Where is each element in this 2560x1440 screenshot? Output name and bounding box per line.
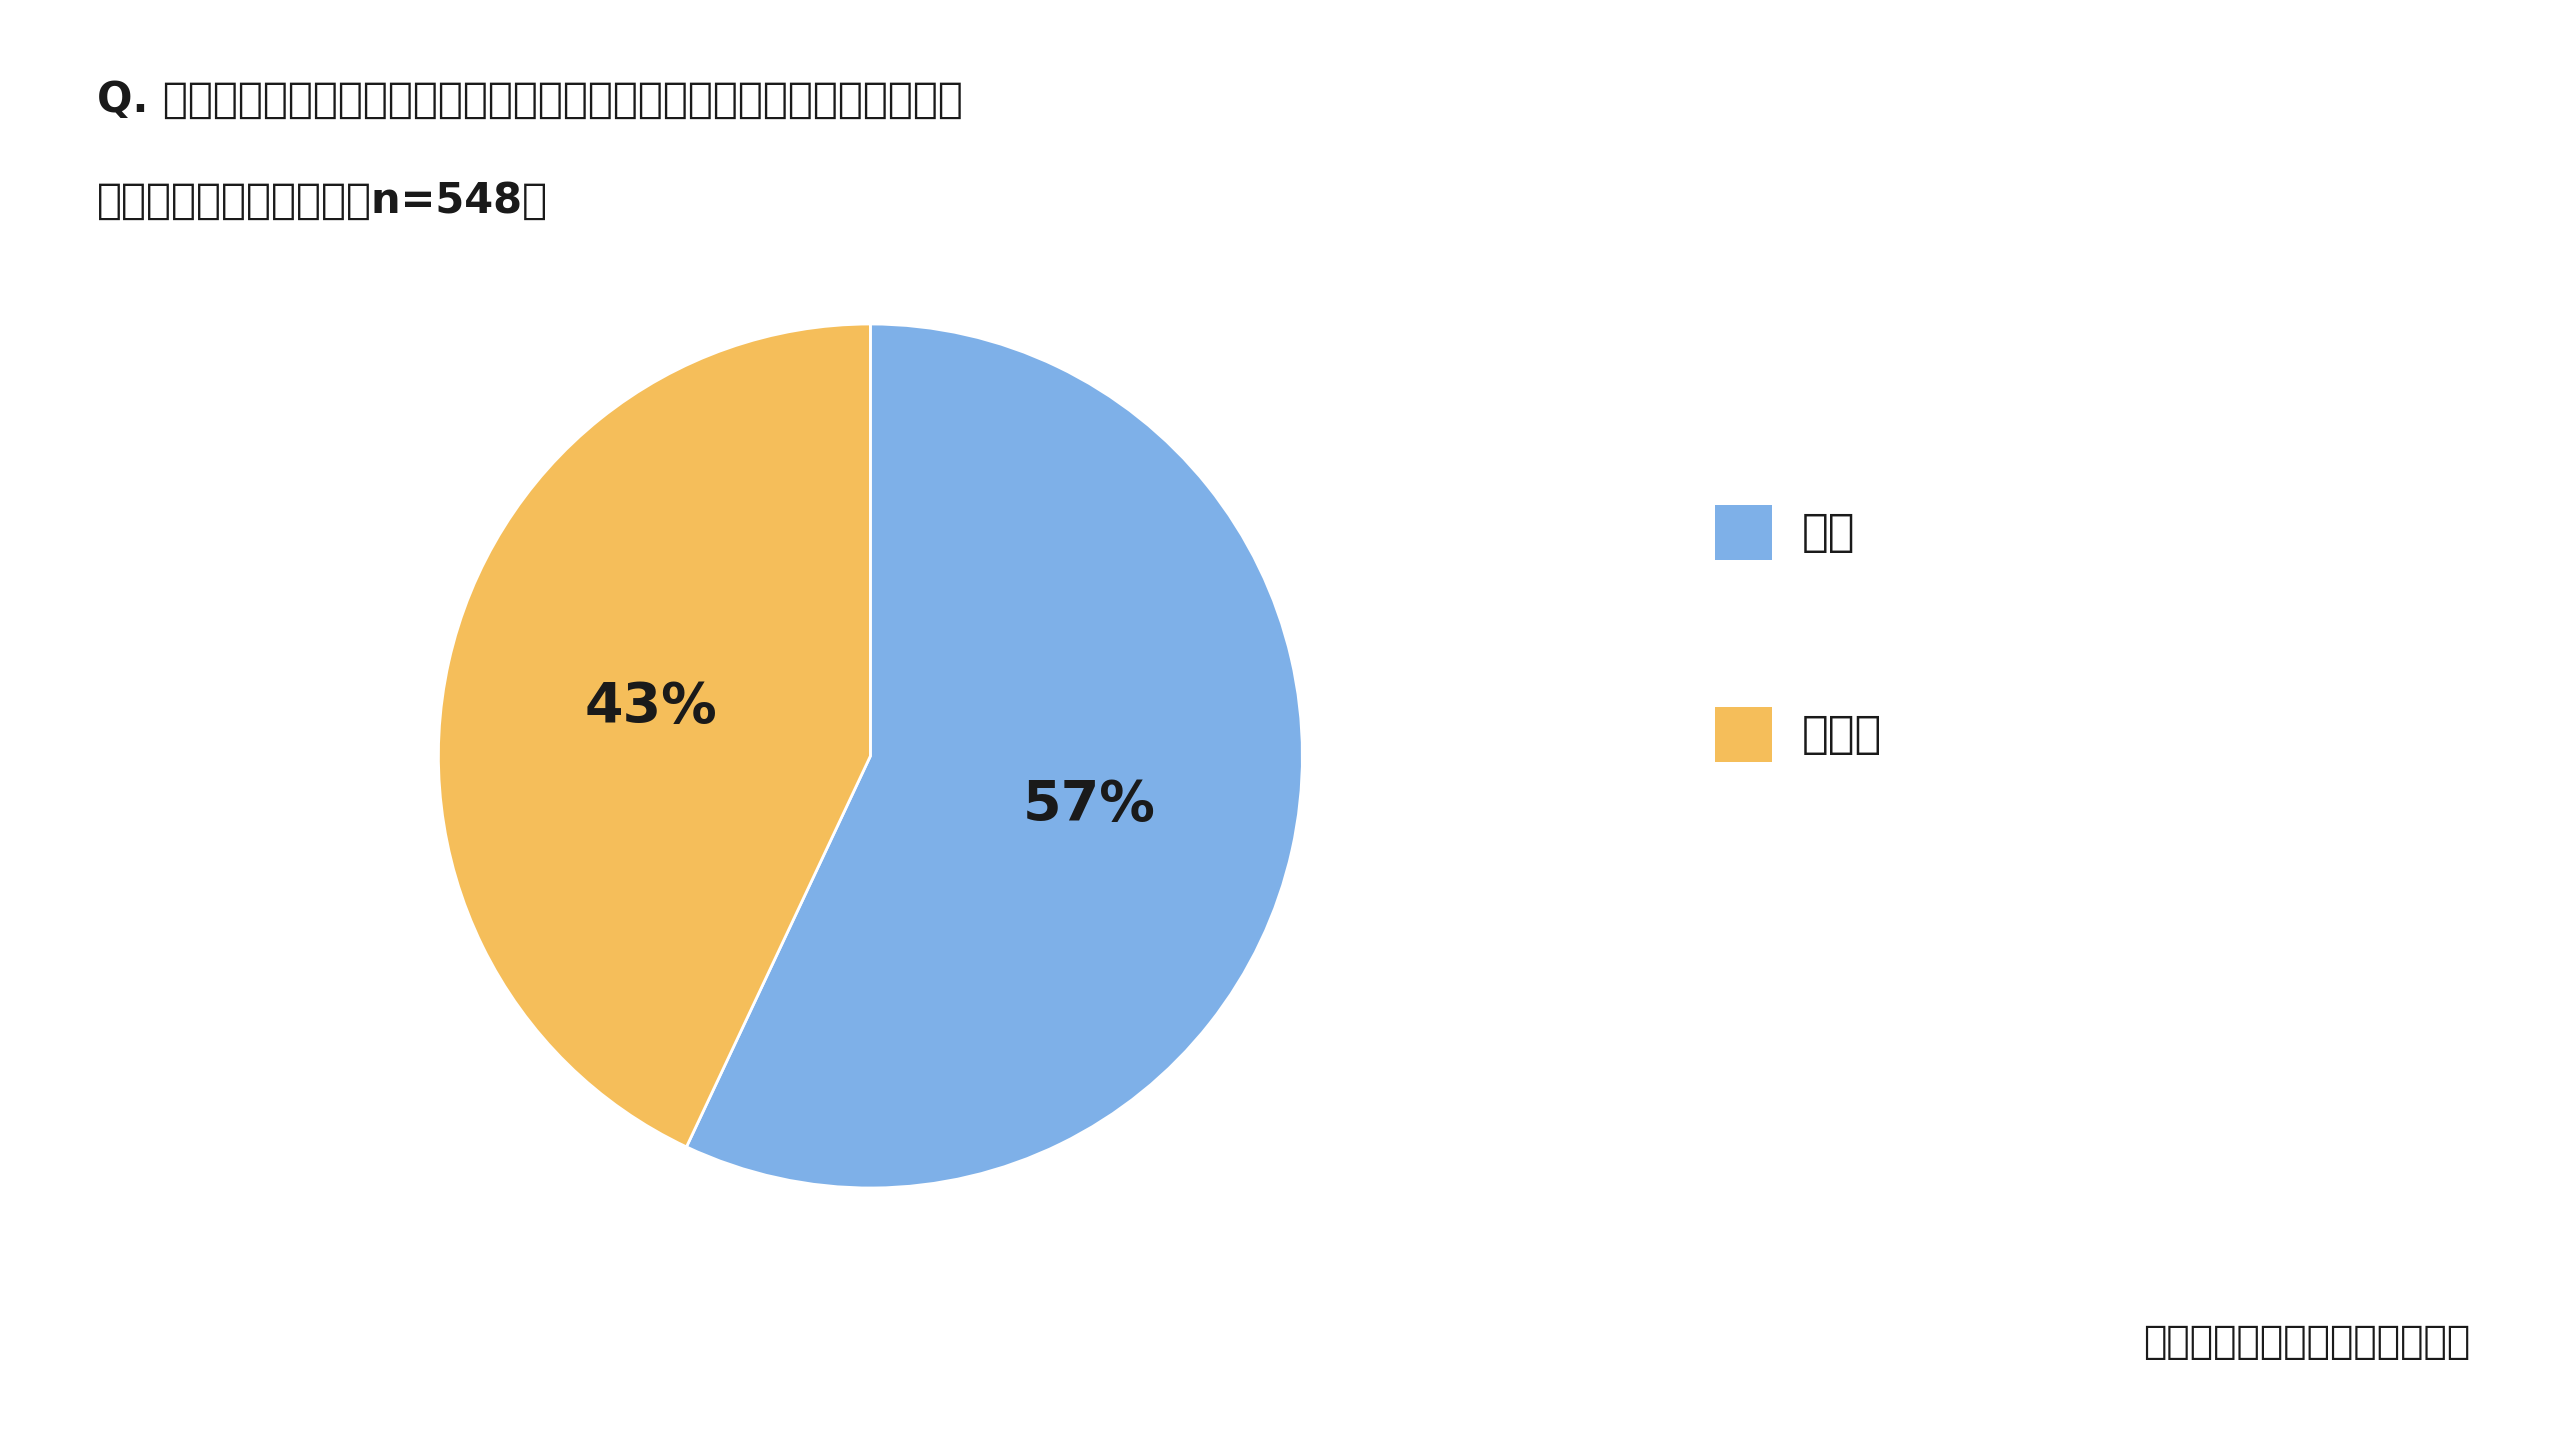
Text: 57%: 57% <box>1024 778 1157 832</box>
Wedge shape <box>438 324 870 1146</box>
Text: はい: はい <box>1802 511 1856 554</box>
Text: いいえ: いいえ <box>1802 713 1882 756</box>
Text: パナソニック「エオリア」調べ: パナソニック「エオリア」調べ <box>2143 1323 2470 1361</box>
Text: 43%: 43% <box>584 680 717 734</box>
Text: Q. 夏の不在時は、高温多湿によりエアコンにカビが生えやすくなることを: Q. 夏の不在時は、高温多湿によりエアコンにカビが生えやすくなることを <box>97 79 963 121</box>
Wedge shape <box>686 324 1303 1188</box>
Text: 知っていますか？（n=548）: 知っていますか？（n=548） <box>97 180 548 222</box>
